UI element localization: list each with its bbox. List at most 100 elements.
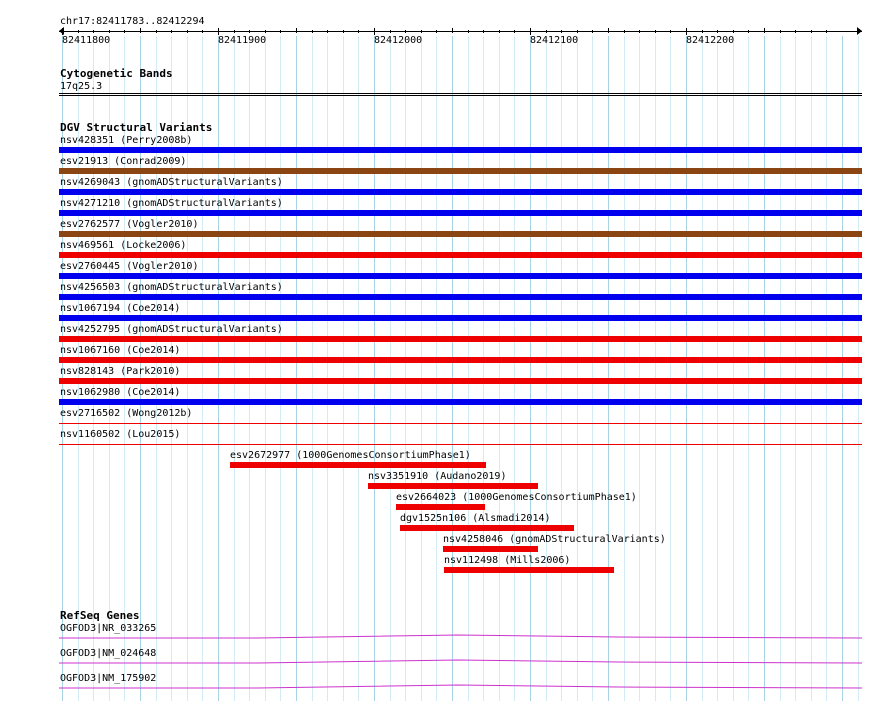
gene-model[interactable] xyxy=(58,658,863,664)
ruler-minor-tick xyxy=(624,30,625,33)
dgv-feature-label: esv2664023 (1000GenomesConsortiumPhase1) xyxy=(396,492,637,503)
ruler-minor-tick xyxy=(93,30,94,33)
dgv-feature-label: nsv3351910 (Audano2019) xyxy=(368,471,507,482)
ruler-minor-tick xyxy=(140,28,141,33)
ruler-minor-tick xyxy=(343,30,344,33)
ruler-minor-tick xyxy=(499,30,500,33)
ruler-minor-tick xyxy=(358,30,359,33)
ruler-location: chr17:82411783..82412294 xyxy=(60,16,205,27)
ruler-tick-mark xyxy=(374,28,375,35)
dgv-feature-label: nsv1062980 (Coe2014) xyxy=(60,387,181,398)
dgv-feature-bar[interactable] xyxy=(444,567,614,573)
ruler-minor-tick xyxy=(514,30,515,33)
ruler-axis[interactable] xyxy=(59,31,862,32)
dgv-feature-label: esv2716502 (Wong2012b) xyxy=(60,408,193,419)
dgv-feature-bar[interactable] xyxy=(59,357,862,363)
ruler-minor-tick xyxy=(124,30,125,33)
dgv-feature-label: esv21913 (Conrad2009) xyxy=(60,156,187,167)
dgv-feature-bar[interactable] xyxy=(59,399,862,405)
dgv-feature-bar[interactable] xyxy=(59,231,862,237)
refseq-track-title: RefSeq Genes xyxy=(60,609,140,622)
dgv-feature-bar[interactable] xyxy=(59,444,862,445)
dgv-feature-label: dgv1525n106 (Alsmadi2014) xyxy=(400,513,551,524)
dgv-feature-bar[interactable] xyxy=(59,273,862,279)
ruler-minor-tick xyxy=(390,30,391,33)
ruler-tick-label: 82412100 xyxy=(530,35,579,46)
ruler-tick-mark xyxy=(218,28,219,35)
dgv-feature-bar[interactable] xyxy=(59,210,862,216)
ruler-minor-tick xyxy=(577,30,578,33)
dgv-feature-bar[interactable] xyxy=(59,252,862,258)
dgv-track-title: DGV Structural Variants xyxy=(60,121,213,134)
ruler-minor-tick xyxy=(78,30,79,33)
dgv-feature-bar[interactable] xyxy=(59,189,862,195)
dgv-feature-bar[interactable] xyxy=(59,147,862,153)
ruler-minor-tick xyxy=(452,28,453,33)
dgv-feature-bar[interactable] xyxy=(400,525,574,531)
gene-label: OGFOD3|NM_175902 xyxy=(60,673,157,684)
gene-label: OGFOD3|NR_033265 xyxy=(60,623,157,634)
dgv-feature-label: esv2762577 (Vogler2010) xyxy=(60,219,199,230)
dgv-feature-label: nsv4269043 (gnomADStructuralVariants) xyxy=(60,177,283,188)
cytoband-label: 17q25.3 xyxy=(60,81,103,92)
cytoband-track-title: Cytogenetic Bands xyxy=(60,67,173,80)
ruler-minor-tick xyxy=(733,30,734,33)
dgv-feature-label: nsv1067160 (Coe2014) xyxy=(60,345,181,356)
ruler-minor-tick xyxy=(421,30,422,33)
ruler-tick-label: 82412000 xyxy=(374,35,423,46)
ruler-minor-tick xyxy=(608,28,609,33)
dgv-feature-label: nsv4256503 (gnomADStructuralVariants) xyxy=(60,282,283,293)
dgv-feature-label: nsv4271210 (gnomADStructuralVariants) xyxy=(60,198,283,209)
ruler-minor-tick xyxy=(436,30,437,33)
gene-model[interactable] xyxy=(58,683,863,689)
ruler-right-arrow-icon xyxy=(857,27,862,35)
ruler-tick-mark xyxy=(62,28,63,35)
ruler-minor-tick xyxy=(546,30,547,33)
ruler-minor-tick xyxy=(296,28,297,33)
ruler-minor-tick xyxy=(109,30,110,33)
ruler-minor-tick xyxy=(249,30,250,33)
ruler-tick-mark xyxy=(686,28,687,35)
ruler-minor-tick xyxy=(561,30,562,33)
ruler-minor-tick xyxy=(702,30,703,33)
dgv-feature-label: esv2672977 (1000GenomesConsortiumPhase1) xyxy=(230,450,471,461)
dgv-feature-bar[interactable] xyxy=(59,423,862,424)
dgv-feature-label: nsv1067194 (Coe2014) xyxy=(60,303,181,314)
dgv-feature-bar[interactable] xyxy=(59,378,862,384)
ruler-minor-tick xyxy=(811,30,812,33)
ruler-minor-tick xyxy=(826,30,827,33)
ruler-minor-tick xyxy=(468,30,469,33)
dgv-feature-bar[interactable] xyxy=(368,483,538,489)
ruler-minor-tick xyxy=(780,30,781,33)
dgv-feature-bar[interactable] xyxy=(443,546,538,552)
dgv-feature-bar[interactable] xyxy=(59,336,862,342)
ruler-minor-tick xyxy=(717,30,718,33)
gene-label: OGFOD3|NM_024648 xyxy=(60,648,157,659)
cytoband-band-bar[interactable] xyxy=(59,93,862,96)
ruler-minor-tick xyxy=(171,30,172,33)
ruler-minor-tick xyxy=(592,30,593,33)
ruler-tick-label: 82411800 xyxy=(62,35,111,46)
dgv-feature-label: nsv1160502 (Lou2015) xyxy=(60,429,181,440)
dgv-feature-label: nsv112498 (Mills2006) xyxy=(444,555,571,566)
ruler-minor-tick xyxy=(405,30,406,33)
ruler-minor-tick xyxy=(234,30,235,33)
dgv-feature-bar[interactable] xyxy=(396,504,485,510)
dgv-feature-bar[interactable] xyxy=(59,315,862,321)
ruler-minor-tick xyxy=(483,30,484,33)
dgv-feature-label: nsv469561 (Locke2006) xyxy=(60,240,187,251)
ruler-minor-tick xyxy=(312,30,313,33)
dgv-feature-bar[interactable] xyxy=(59,168,862,174)
ruler-tick-label: 82412200 xyxy=(686,35,735,46)
ruler-minor-tick xyxy=(156,30,157,33)
dgv-feature-label: nsv828143 (Park2010) xyxy=(60,366,181,377)
dgv-feature-bar[interactable] xyxy=(230,462,486,468)
dgv-feature-bar[interactable] xyxy=(59,294,862,300)
ruler-minor-tick xyxy=(795,30,796,33)
ruler-tick-mark xyxy=(530,28,531,35)
ruler-minor-tick xyxy=(327,30,328,33)
ruler-minor-tick xyxy=(748,30,749,33)
gene-model[interactable] xyxy=(58,633,863,639)
